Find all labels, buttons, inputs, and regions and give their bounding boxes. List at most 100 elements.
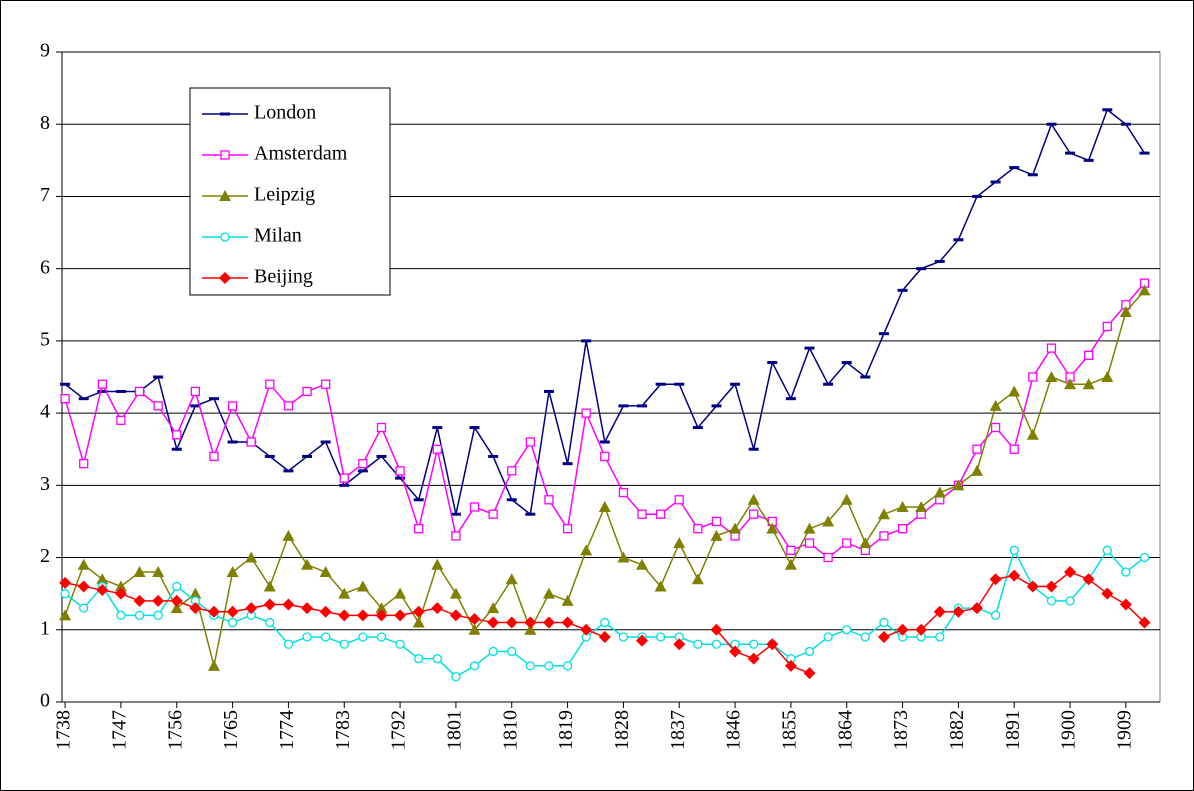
marker — [79, 603, 89, 613]
marker — [581, 408, 591, 418]
y-tick-label: 5 — [40, 328, 50, 350]
marker — [972, 444, 982, 454]
marker — [302, 632, 312, 642]
marker — [842, 625, 852, 635]
marker — [414, 654, 424, 664]
marker — [172, 581, 182, 592]
marker — [152, 566, 165, 577]
marker — [823, 632, 833, 642]
marker — [637, 509, 647, 519]
marker — [989, 573, 1002, 586]
marker — [394, 587, 407, 599]
marker — [60, 589, 70, 599]
marker — [1065, 596, 1075, 606]
marker — [561, 594, 574, 606]
marker — [544, 495, 554, 505]
y-tick-label: 2 — [40, 545, 50, 567]
marker — [933, 486, 946, 498]
marker — [302, 386, 312, 397]
marker — [1119, 306, 1132, 317]
marker — [784, 659, 797, 672]
marker — [282, 598, 295, 611]
marker — [580, 544, 593, 556]
marker — [840, 493, 853, 505]
marker — [1026, 428, 1039, 440]
marker — [952, 605, 965, 618]
y-tick-label: 6 — [40, 256, 50, 278]
marker — [879, 531, 889, 541]
marker — [172, 430, 182, 440]
x-tick-label: 1891 — [1002, 710, 1024, 750]
marker — [376, 632, 387, 642]
marker — [598, 631, 611, 643]
marker — [265, 617, 275, 628]
marker — [282, 529, 295, 541]
marker — [153, 401, 163, 411]
marker — [1119, 598, 1132, 611]
marker — [431, 558, 444, 570]
marker — [561, 616, 574, 629]
legend-marker — [220, 150, 230, 160]
marker — [59, 609, 72, 621]
marker — [952, 479, 965, 491]
marker — [209, 451, 219, 462]
marker — [525, 661, 536, 671]
x-tick-label: 1837 — [667, 710, 689, 750]
legend-label: Milan — [254, 225, 302, 247]
marker — [562, 661, 573, 671]
x-tick-label: 1882 — [946, 710, 968, 750]
marker — [432, 444, 442, 454]
marker — [729, 645, 742, 658]
marker — [691, 573, 704, 585]
marker — [319, 605, 332, 618]
marker — [395, 466, 405, 476]
marker — [729, 522, 742, 534]
marker — [356, 609, 369, 622]
marker — [339, 473, 349, 483]
marker — [749, 639, 759, 649]
marker — [319, 566, 332, 577]
marker — [1028, 372, 1038, 382]
marker — [412, 605, 425, 618]
legend: London Amsterdam Leipzig Milan Beijing — [189, 87, 391, 296]
marker — [915, 501, 928, 512]
marker — [170, 594, 183, 607]
x-tick-label: 1873 — [890, 710, 912, 750]
x-tick-label: 1909 — [1113, 710, 1135, 750]
marker — [655, 509, 666, 519]
marker — [245, 602, 258, 615]
x-tick-label: 1864 — [834, 710, 856, 750]
marker — [749, 509, 759, 519]
marker — [822, 515, 835, 527]
marker — [1046, 596, 1057, 606]
legend-marker — [219, 190, 231, 201]
marker — [1009, 545, 1019, 555]
marker — [226, 566, 239, 577]
marker — [487, 616, 500, 629]
marker — [468, 623, 481, 635]
marker — [710, 529, 723, 541]
marker — [488, 509, 498, 519]
marker — [338, 587, 351, 599]
x-tick-label: 1747 — [109, 710, 131, 750]
marker — [487, 602, 500, 614]
y-tick-label: 9 — [40, 40, 50, 62]
marker — [1082, 573, 1095, 586]
y-tick-label: 0 — [40, 690, 50, 712]
marker — [134, 386, 145, 397]
marker — [189, 587, 202, 599]
x-tick-label: 1846 — [723, 710, 745, 750]
marker — [116, 610, 126, 620]
marker — [488, 646, 498, 657]
marker — [469, 661, 480, 671]
marker — [990, 610, 1001, 620]
marker — [451, 672, 461, 682]
marker — [710, 623, 723, 636]
marker — [96, 584, 109, 597]
marker — [897, 524, 908, 534]
marker — [896, 623, 909, 636]
y-tick-label: 1 — [40, 617, 50, 639]
marker — [283, 401, 294, 411]
marker — [655, 632, 666, 642]
marker — [879, 617, 889, 628]
